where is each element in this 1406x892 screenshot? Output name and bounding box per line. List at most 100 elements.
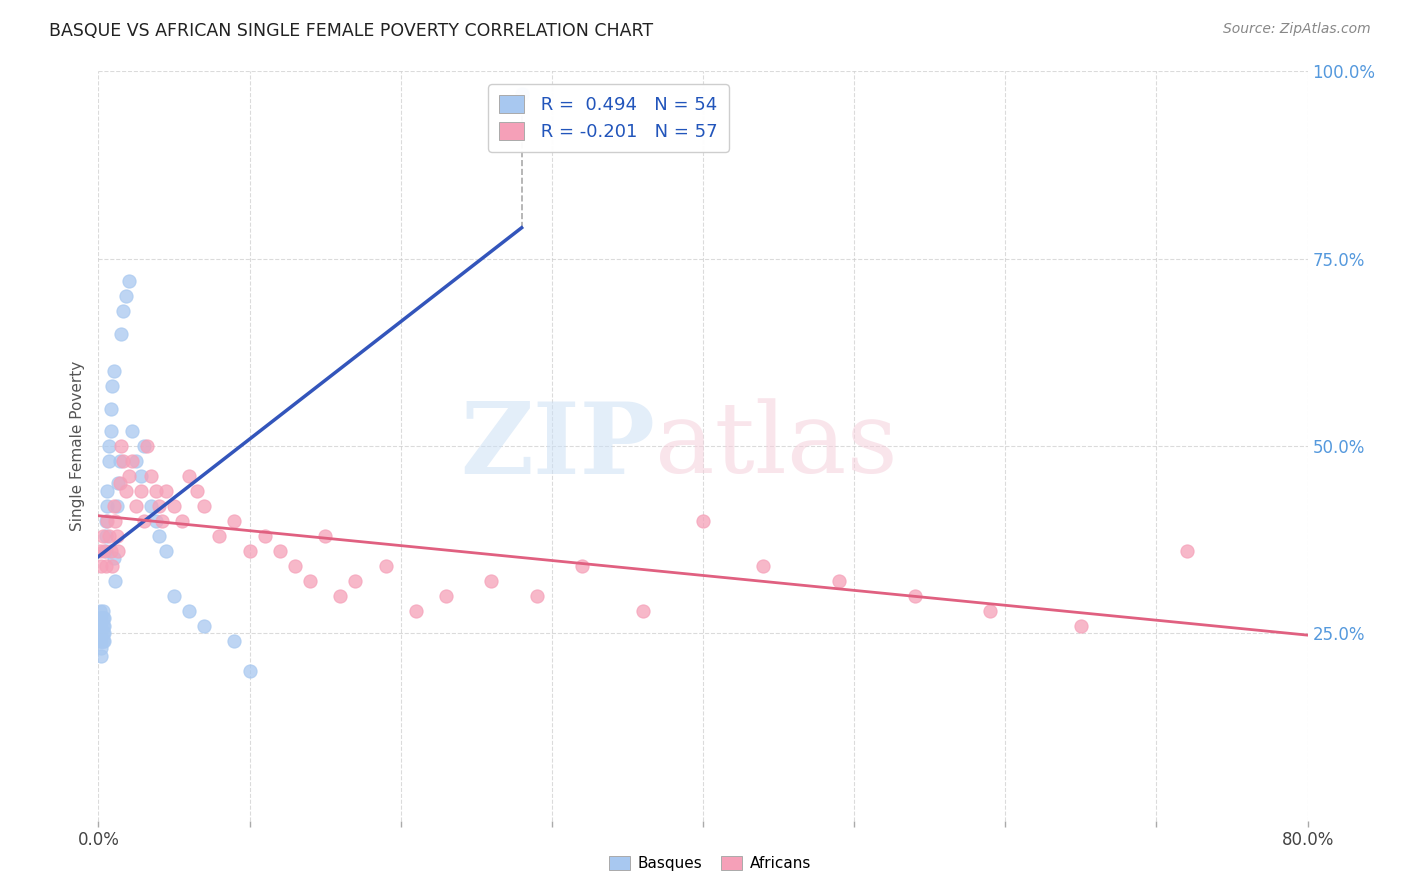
Point — [108, 454, 131, 468]
Point — [179, 604, 201, 618]
Point — [91, 633, 114, 648]
Point — [90, 619, 112, 633]
Point — [1175, 544, 1198, 558]
Point — [269, 544, 291, 558]
Point — [107, 476, 129, 491]
Point — [239, 544, 262, 558]
Point — [163, 499, 186, 513]
Point — [752, 558, 775, 573]
Point — [118, 274, 141, 288]
Point — [571, 558, 593, 573]
Point — [111, 454, 134, 468]
Point — [94, 544, 117, 558]
Point — [208, 529, 231, 543]
Point — [110, 439, 132, 453]
Point — [104, 514, 127, 528]
Point — [110, 326, 132, 341]
Point — [1070, 619, 1092, 633]
Point — [374, 558, 396, 573]
Point — [224, 514, 246, 528]
Point — [101, 558, 124, 573]
Point — [284, 558, 307, 573]
Point — [148, 529, 170, 543]
Point — [93, 633, 115, 648]
Point — [90, 558, 112, 573]
Point — [314, 529, 336, 543]
Point — [93, 544, 115, 558]
Point — [98, 454, 121, 468]
Point — [105, 529, 128, 543]
Text: atlas: atlas — [655, 398, 897, 494]
Point — [94, 558, 117, 573]
Point — [114, 483, 136, 498]
Point — [108, 476, 131, 491]
Point — [91, 604, 114, 618]
Point — [434, 589, 457, 603]
Point — [96, 483, 118, 498]
Point — [89, 626, 111, 640]
Point — [170, 514, 193, 528]
Point — [526, 589, 548, 603]
Point — [186, 483, 208, 498]
Point — [163, 589, 186, 603]
Point — [98, 529, 121, 543]
Point — [405, 604, 427, 618]
Point — [90, 648, 112, 663]
Point — [90, 626, 112, 640]
Point — [141, 469, 163, 483]
Point — [107, 544, 129, 558]
Point — [129, 469, 152, 483]
Point — [103, 364, 125, 378]
Point — [93, 611, 115, 625]
Point — [121, 424, 143, 438]
Point — [135, 439, 157, 453]
Point — [104, 574, 127, 588]
Point — [125, 454, 148, 468]
Point — [93, 619, 115, 633]
Point — [91, 619, 114, 633]
Point — [100, 424, 122, 438]
Point — [96, 499, 118, 513]
Point — [141, 499, 163, 513]
Point — [631, 604, 654, 618]
Point — [91, 611, 114, 625]
Point — [89, 633, 111, 648]
Point — [155, 483, 177, 498]
Point — [129, 483, 152, 498]
Point — [91, 626, 114, 640]
Point — [224, 633, 246, 648]
Point — [96, 514, 118, 528]
Point — [118, 469, 141, 483]
Point — [100, 401, 122, 416]
Point — [979, 604, 1001, 618]
Point — [125, 499, 148, 513]
Point — [481, 574, 503, 588]
Point — [98, 439, 121, 453]
Text: BASQUE VS AFRICAN SINGLE FEMALE POVERTY CORRELATION CHART: BASQUE VS AFRICAN SINGLE FEMALE POVERTY … — [49, 22, 654, 40]
Point — [692, 514, 714, 528]
Point — [329, 589, 352, 603]
Point — [90, 633, 112, 648]
Point — [89, 619, 111, 633]
Point — [193, 499, 215, 513]
Text: Source: ZipAtlas.com: Source: ZipAtlas.com — [1223, 22, 1371, 37]
Point — [904, 589, 927, 603]
Point — [193, 619, 215, 633]
Point — [150, 514, 173, 528]
Point — [89, 611, 111, 625]
Point — [121, 454, 143, 468]
Point — [101, 379, 124, 393]
Point — [94, 514, 117, 528]
Point — [90, 611, 112, 625]
Point — [145, 514, 167, 528]
Point — [145, 483, 167, 498]
Point — [253, 529, 276, 543]
Point — [90, 641, 112, 656]
Point — [132, 439, 155, 453]
Point — [105, 499, 128, 513]
Point — [103, 551, 125, 566]
Point — [344, 574, 367, 588]
Point — [510, 87, 533, 101]
Point — [111, 304, 134, 318]
Text: ZIP: ZIP — [460, 398, 655, 494]
